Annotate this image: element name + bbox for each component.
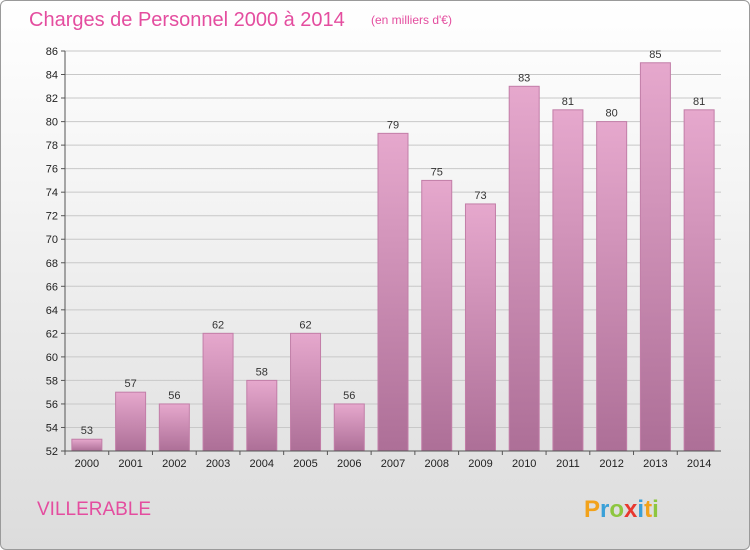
y-tick-label: 70 [46, 234, 58, 246]
value-label-2002: 56 [168, 390, 180, 402]
y-tick-label: 62 [46, 328, 58, 340]
x-tick-label: 2011 [556, 458, 580, 470]
bar-2010 [508, 85, 540, 452]
value-label-2013: 85 [649, 49, 661, 61]
value-label-2008: 75 [431, 166, 443, 178]
logo-letter: t [644, 496, 652, 523]
bar-2005 [290, 332, 322, 452]
value-label-2004: 58 [256, 366, 268, 378]
x-axis: 2000 2001 2002 2003 2004 2005 2006 2007 2008 2009… [64, 450, 721, 470]
y-tick-label: 84 [46, 70, 58, 82]
x-tick-label: 2013 [643, 458, 667, 470]
x-tick-label: 2005 [293, 458, 317, 470]
logo-letter: i [637, 496, 644, 523]
bar-2009 [464, 203, 496, 452]
value-label-2000: 53 [81, 425, 93, 437]
value-label-2012: 80 [606, 108, 618, 120]
bar-2004 [246, 379, 278, 452]
bar-2001 [115, 391, 147, 452]
proxiti-logo: Proxiti [584, 496, 659, 523]
y-tick-label: 82 [46, 93, 58, 105]
y-tick-label: 52 [46, 446, 58, 458]
x-tick-label: 2001 [118, 458, 142, 470]
y-tick-label: 72 [46, 211, 58, 223]
bar-2003 [202, 332, 234, 452]
chart-title: Charges de Personnel 2000 à 2014 [29, 9, 345, 31]
y-tick-label: 66 [46, 281, 58, 293]
logo-letter: x [624, 496, 638, 523]
y-tick-label: 86 [46, 46, 58, 58]
bar-2011 [552, 109, 584, 452]
bar-2013 [639, 62, 671, 452]
logo-letter: i [652, 496, 659, 523]
x-tick-label: 2010 [512, 458, 536, 470]
y-tick-label: 80 [46, 117, 58, 129]
y-tick-label: 60 [46, 352, 58, 364]
value-label-2005: 62 [299, 319, 311, 331]
bars: 53 57 56 62 58 62 56 79 75 73 83 81 80 85 81 [71, 49, 715, 452]
x-tick-label: 2000 [75, 458, 99, 470]
value-label-2006: 56 [343, 390, 355, 402]
y-tick-label: 64 [46, 305, 58, 317]
y-tick-label: 78 [46, 140, 58, 152]
logo-letter: r [600, 496, 609, 523]
value-label-2009: 73 [474, 190, 486, 202]
chart-subtitle: (en milliers d'€) [371, 13, 452, 27]
y-tick-label: 56 [46, 399, 58, 411]
y-tick-label: 54 [46, 422, 58, 434]
value-label-2007: 79 [387, 119, 399, 131]
bar-2002 [158, 403, 190, 452]
y-axis: 52 54 56 58 60 62 64 66 68 70 72 74 76 78 80 82 84 86 [46, 46, 66, 458]
bar-2014 [683, 109, 715, 452]
y-tick-label: 76 [46, 164, 58, 176]
value-label-2001: 57 [124, 378, 136, 390]
x-tick-label: 2008 [424, 458, 448, 470]
y-tick-label: 74 [46, 187, 58, 199]
y-tick-label: 68 [46, 258, 58, 270]
bar-2006 [333, 403, 365, 452]
x-tick-label: 2002 [162, 458, 186, 470]
value-label-2014: 81 [693, 96, 705, 108]
bar-2000 [71, 438, 103, 452]
y-tick-label: 58 [46, 375, 58, 387]
bar-2008 [421, 179, 453, 452]
x-tick-label: 2014 [687, 458, 711, 470]
x-tick-label: 2009 [468, 458, 492, 470]
bar-2007 [377, 132, 409, 452]
value-label-2003: 62 [212, 319, 224, 331]
place-name: VILLERABLE [37, 499, 151, 520]
x-tick-label: 2006 [337, 458, 361, 470]
logo-letter: P [584, 496, 600, 523]
x-tick-label: 2007 [381, 458, 405, 470]
value-label-2010: 83 [518, 72, 530, 84]
logo-letter: o [609, 496, 624, 523]
bar-2012 [596, 121, 628, 452]
value-label-2011: 81 [562, 96, 574, 108]
x-tick-label: 2004 [250, 458, 274, 470]
x-tick-label: 2003 [206, 458, 230, 470]
x-tick-label: 2012 [599, 458, 623, 470]
